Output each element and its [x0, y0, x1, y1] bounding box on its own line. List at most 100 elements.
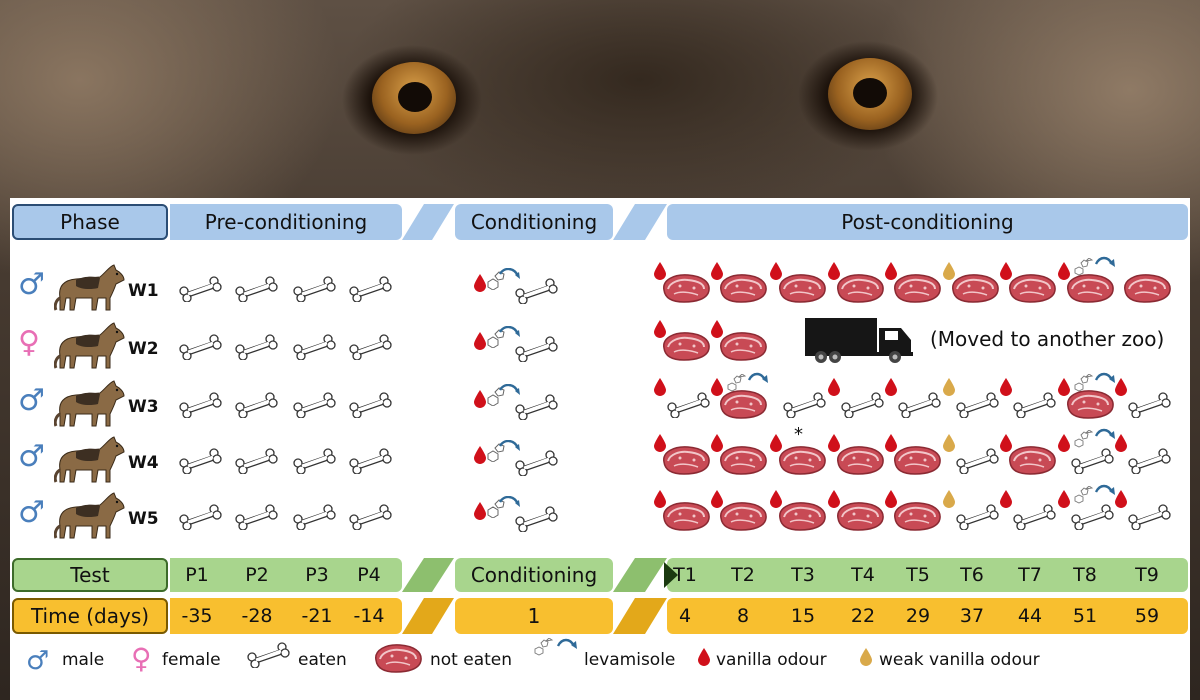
post-levamisole-w4-8: [1074, 429, 1096, 452]
post-drop-w4-8: [1058, 434, 1070, 456]
test-pre-p2: P2: [245, 564, 269, 586]
time-post-8: 51: [1072, 605, 1098, 627]
test-post-t3: T3: [791, 564, 815, 586]
cond-drop-w1: [474, 274, 486, 296]
moved-note: (Moved to another zoo): [930, 327, 1165, 351]
post-bone-w3-9: [1125, 392, 1173, 422]
post-meat-w4-7: [1006, 444, 1058, 480]
post-meat-w4-3: [776, 444, 828, 480]
post-meat-w5-3: [776, 500, 828, 536]
post-meat-w5-1: [660, 500, 712, 536]
test-label: Test: [12, 558, 168, 592]
pre-bone-w5-2: [232, 504, 280, 534]
post-drop-w1-1: [654, 262, 666, 284]
test-conditioning: Conditioning: [455, 558, 613, 592]
cond-drop-w3: [474, 390, 486, 412]
cond-levamisole-w2: [486, 325, 520, 352]
test-post-t9: T9: [1135, 564, 1159, 586]
test-post-arrow-tip: [664, 562, 678, 588]
post-levamisole-arrow-w1-8: [1094, 256, 1116, 278]
sex-symbol-w3: ♂: [18, 383, 45, 418]
cond-bone-w4: [512, 450, 560, 480]
post-meat-w4-2: [717, 444, 769, 480]
cond-drop-w2: [474, 332, 486, 354]
post-levamisole-arrow-w4-8: [1094, 428, 1116, 450]
post-drop-w2-2: [711, 320, 723, 342]
post-drop-w1-6: [943, 262, 955, 284]
post-drop-w3-2: [711, 378, 723, 400]
wolf-left-pupil: [398, 82, 432, 112]
legend-weak-vanilla: weak vanilla odour: [879, 650, 1040, 670]
test-post-t7: T7: [1018, 564, 1042, 586]
post-meat-w5-2: [717, 500, 769, 536]
cond-bone-w5: [512, 506, 560, 536]
post-drop-w2-1: [654, 320, 666, 342]
post-meat-w1-5: [891, 272, 943, 308]
pre-bone-w3-3: [290, 392, 338, 422]
pre-bone-w2-1: [176, 334, 224, 364]
time-post-4: 22: [850, 605, 876, 627]
pre-bone-w2-2: [232, 334, 280, 364]
post-meat-w1-7: [1006, 272, 1058, 308]
post-meat-w4-4: [834, 444, 886, 480]
legend-meat-icon: [372, 642, 424, 678]
test-pre-p3: P3: [305, 564, 329, 586]
legend-male-symbol: ♂: [26, 646, 50, 676]
test-post-t8: T8: [1073, 564, 1097, 586]
pre-bone-w1-1: [176, 276, 224, 306]
post-meat-w5-5: [891, 500, 943, 536]
phase-pre-conditioning: Pre-conditioning: [170, 204, 402, 240]
test-arrow-2: [613, 558, 667, 592]
time-post-9: 59: [1134, 605, 1160, 627]
post-meat-w1-6: [949, 272, 1001, 308]
pre-bone-w5-3: [290, 504, 338, 534]
post-meat-w2-1: [660, 330, 712, 366]
legend-vanilla: vanilla odour: [716, 650, 827, 670]
time-post-3: 15: [790, 605, 816, 627]
wolf-label-w5: W5: [128, 509, 159, 529]
test-post-t5: T5: [906, 564, 930, 586]
post-drop-w3-8: [1058, 378, 1070, 400]
phase-post-conditioning: Post-conditioning: [667, 204, 1188, 240]
post-drop-w5-9: [1115, 490, 1127, 512]
cond-bone-w2: [512, 336, 560, 366]
post-bone-w3-6: [953, 392, 1001, 422]
wolf-icon-w4: [53, 434, 126, 488]
post-drop-w5-3: [770, 490, 782, 512]
post-bone-w3-7: [1010, 392, 1058, 422]
cond-levamisole-w4: [486, 439, 520, 466]
pre-bone-w1-2: [232, 276, 280, 306]
post-drop-w1-4: [828, 262, 840, 284]
post-meat-w1-9: [1121, 272, 1173, 308]
cond-drop-w5: [474, 502, 486, 524]
pre-bone-w2-3: [290, 334, 338, 364]
legend-vanilla-drop-icon: [698, 648, 710, 670]
post-drop-w3-1: [654, 378, 666, 400]
phase-arrow-2: [613, 204, 667, 240]
wolf-right-pupil: [853, 78, 887, 108]
test-post-t4: T4: [851, 564, 875, 586]
wolf-label-w3: W3: [128, 397, 159, 417]
phase-arrow-1: [402, 204, 454, 240]
phase-label: Phase: [12, 204, 168, 240]
test-post-t2: T2: [731, 564, 755, 586]
test-pre-p1: P1: [185, 564, 209, 586]
post-levamisole-w5-8: [1074, 485, 1096, 508]
post-bone-w3-4: [838, 392, 886, 422]
cond-bone-w3: [512, 394, 560, 424]
test-pre-box: [170, 558, 402, 592]
pre-bone-w3-2: [232, 392, 280, 422]
post-drop-w4-2: [711, 434, 723, 456]
wolf-label-w4: W4: [128, 453, 159, 473]
post-drop-w5-7: [1000, 490, 1012, 512]
test-post-t6: T6: [960, 564, 984, 586]
cond-bone-w1: [512, 278, 560, 308]
post-drop-w4-7: [1000, 434, 1012, 456]
post-meat-w3-2: [717, 388, 769, 424]
post-bone-w3-1: [664, 392, 712, 422]
cond-levamisole-w5: [486, 495, 520, 522]
legend-female-symbol: ♀: [131, 642, 152, 675]
wolf-label-w2: W2: [128, 339, 159, 359]
post-levamisole-arrow-w5-8: [1094, 484, 1116, 506]
post-meat-w4-1: [660, 444, 712, 480]
